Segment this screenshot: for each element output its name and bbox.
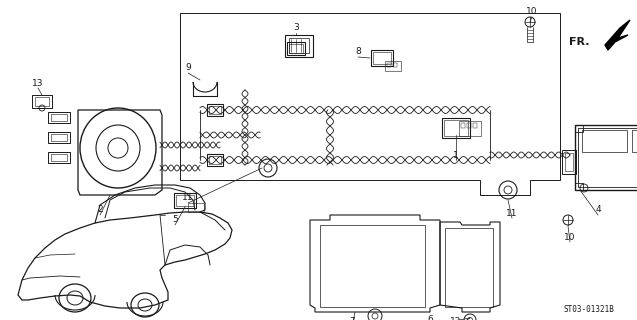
Bar xyxy=(289,44,303,53)
Bar xyxy=(393,63,397,67)
Bar xyxy=(320,225,425,307)
Bar xyxy=(575,125,637,190)
Bar xyxy=(461,123,465,128)
Text: 5: 5 xyxy=(172,215,178,225)
Bar xyxy=(565,153,573,171)
Text: 11: 11 xyxy=(506,209,518,218)
Bar xyxy=(51,134,67,141)
Bar xyxy=(32,95,52,108)
Text: 10: 10 xyxy=(526,7,538,17)
Text: ST03-01321B: ST03-01321B xyxy=(564,306,615,315)
Text: FR.: FR. xyxy=(569,37,590,47)
Bar xyxy=(209,156,221,164)
Bar xyxy=(373,52,391,64)
Bar xyxy=(207,154,223,166)
Bar xyxy=(174,193,196,208)
Bar xyxy=(467,123,471,128)
Text: 13: 13 xyxy=(32,78,44,87)
Text: 4: 4 xyxy=(595,205,601,214)
Bar xyxy=(287,42,305,55)
Bar xyxy=(51,154,67,161)
Text: 7: 7 xyxy=(349,317,355,320)
Bar xyxy=(176,195,194,206)
Bar xyxy=(48,152,70,163)
Text: 9: 9 xyxy=(185,63,191,73)
Bar xyxy=(371,50,393,66)
Bar xyxy=(387,63,391,67)
Bar xyxy=(582,130,627,152)
Bar xyxy=(575,125,583,132)
Bar xyxy=(289,38,309,53)
Text: 2: 2 xyxy=(97,205,103,214)
Bar xyxy=(188,203,204,212)
Bar xyxy=(51,114,67,121)
Bar xyxy=(48,132,70,143)
Text: 1: 1 xyxy=(453,150,459,159)
Bar xyxy=(48,112,70,123)
Bar xyxy=(459,121,481,136)
Bar xyxy=(209,106,221,114)
Polygon shape xyxy=(605,20,630,50)
Bar xyxy=(385,61,401,71)
Text: 10: 10 xyxy=(564,233,576,242)
Text: 8: 8 xyxy=(355,47,361,57)
Bar xyxy=(562,150,576,174)
Bar xyxy=(632,130,637,152)
Bar xyxy=(445,228,493,307)
Bar xyxy=(207,104,223,116)
Bar xyxy=(444,120,468,136)
Text: 11: 11 xyxy=(182,194,194,203)
Text: 6: 6 xyxy=(427,316,433,320)
Text: 3: 3 xyxy=(293,23,299,33)
Text: 12: 12 xyxy=(450,317,462,320)
Bar xyxy=(35,97,49,106)
Bar xyxy=(575,183,583,190)
Bar xyxy=(473,123,477,128)
Bar xyxy=(578,128,637,187)
Bar xyxy=(442,118,470,138)
Bar xyxy=(285,35,313,57)
